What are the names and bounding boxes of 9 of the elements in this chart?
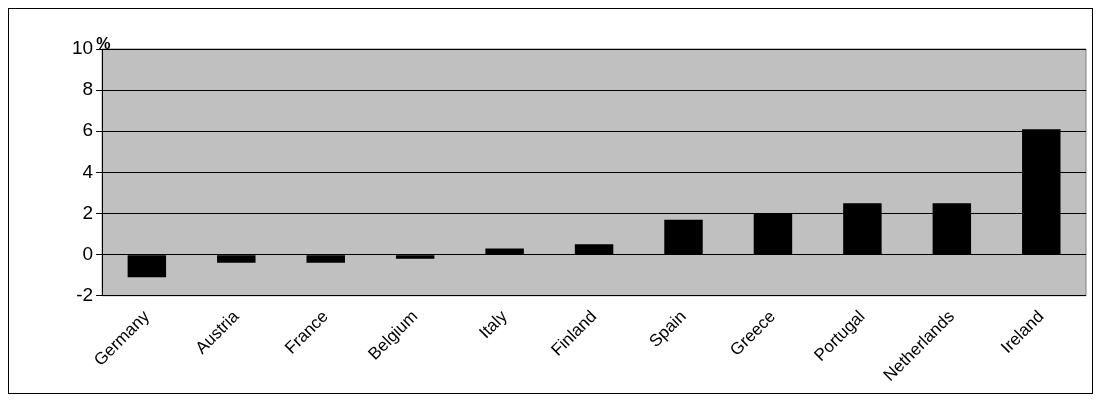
y-tick-label: 0 [82,242,94,264]
y-tick-label: 6 [82,119,94,141]
y-tick-label: 8 [82,78,94,100]
y-tick-label: 4 [82,160,94,182]
y-tick-label: 10 [71,37,94,59]
y-tick-label: -2 [76,283,94,305]
y-tick-label: 2 [82,201,94,223]
y-axis-title: % [96,35,111,53]
x-tick-label: Italy [475,306,512,343]
